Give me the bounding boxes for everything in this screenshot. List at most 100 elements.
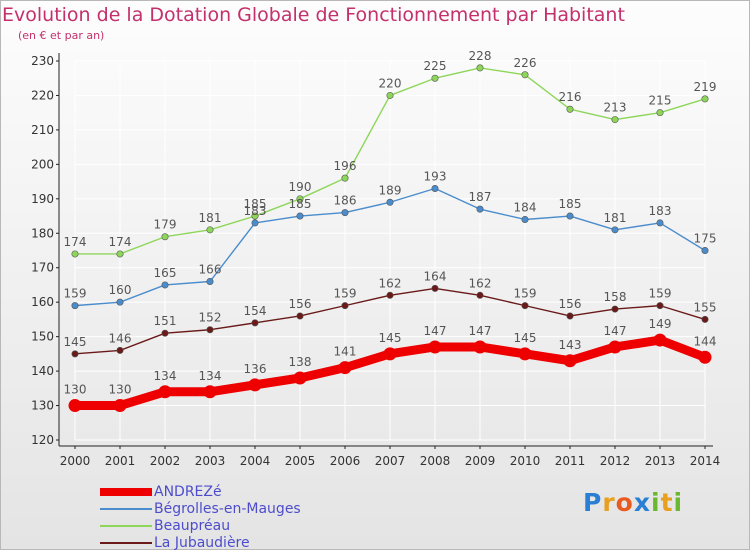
data-point [248,378,262,392]
proxiti-logo: Proxiti [583,488,683,517]
y-tick-label: 230 [31,54,54,68]
data-point [611,226,619,234]
data-point [203,385,217,399]
data-label: 213 [604,101,627,115]
y-tick-label: 160 [31,295,54,309]
data-point [701,95,709,103]
data-label: 147 [604,324,627,338]
data-point [113,399,127,413]
data-label: 179 [154,218,177,232]
data-point [431,184,439,192]
y-tick-label: 140 [31,364,54,378]
data-point [341,302,349,310]
data-point [656,302,664,310]
data-label: 154 [244,304,267,318]
data-point [566,312,574,320]
x-tick-label: 2004 [240,454,271,468]
legend-label: ANDREZé [154,484,222,500]
x-tick-label: 2003 [195,454,226,468]
chart-subtitle: (en € et par an) [18,29,105,42]
data-point [296,312,304,320]
x-tick-label: 2007 [375,454,406,468]
y-tick-label: 200 [31,157,54,171]
data-label: 174 [109,235,132,249]
data-point [161,281,169,289]
logo-letter: P [583,488,603,517]
data-point [431,74,439,82]
logo-letter: r [602,488,616,517]
logo-letter: i [673,488,684,517]
data-label: 196 [334,159,357,173]
data-label: 225 [424,59,447,73]
data-point [431,284,439,292]
legend-swatch [100,488,152,496]
x-tick-label: 2010 [510,454,541,468]
data-point [341,174,349,182]
x-tick-label: 2002 [150,454,181,468]
data-point [611,116,619,124]
data-point [701,247,709,255]
data-point [116,298,124,306]
data-label: 219 [694,80,717,94]
data-point [473,340,487,354]
data-label: 220 [379,76,402,90]
data-label: 175 [694,232,717,246]
data-point [521,215,529,223]
data-point [566,212,574,220]
data-label: 145 [514,331,537,345]
data-label: 181 [604,211,627,225]
data-label: 138 [289,355,312,369]
y-tick-label: 190 [31,192,54,206]
data-label: 134 [199,369,222,383]
data-label: 162 [469,276,492,290]
data-label: 228 [469,49,492,63]
data-point [206,326,214,334]
data-label: 146 [109,331,132,345]
data-point [158,385,172,399]
data-point [521,71,529,79]
data-label: 181 [199,211,222,225]
data-label: 185 [289,197,312,211]
data-point [386,291,394,299]
data-point [341,209,349,217]
data-label: 158 [604,290,627,304]
data-label: 164 [424,269,447,283]
data-label: 147 [469,324,492,338]
data-point [563,354,577,368]
logo-letter: x [633,488,651,517]
data-label: 166 [199,263,222,277]
data-label: 185 [559,197,582,211]
data-point [296,212,304,220]
data-point [386,91,394,99]
data-point [521,302,529,310]
data-label: 190 [289,180,312,194]
x-tick-label: 2000 [60,454,91,468]
x-tick-label: 2005 [285,454,316,468]
data-label: 183 [244,204,267,218]
data-label: 226 [514,56,537,70]
data-label: 145 [64,335,87,349]
data-point [68,399,82,413]
y-tick-label: 220 [31,88,54,102]
data-label: 165 [154,266,177,280]
x-tick-label: 2001 [105,454,136,468]
x-tick-label: 2008 [420,454,451,468]
legend-label: La Jubaudière [154,535,250,551]
legend-swatch [100,542,152,544]
data-label: 156 [559,297,582,311]
data-label: 183 [649,204,672,218]
data-label: 134 [154,369,177,383]
legend-label: Bégrolles-en-Mauges [154,501,301,517]
data-label: 144 [694,334,717,348]
data-point [251,319,259,327]
data-label: 141 [334,345,357,359]
data-point [293,371,307,385]
data-label: 130 [64,383,87,397]
data-point [608,340,622,354]
data-label: 152 [199,311,222,325]
data-point [71,350,79,358]
data-label: 147 [424,324,447,338]
data-label: 186 [334,194,357,208]
x-tick-label: 2013 [645,454,676,468]
